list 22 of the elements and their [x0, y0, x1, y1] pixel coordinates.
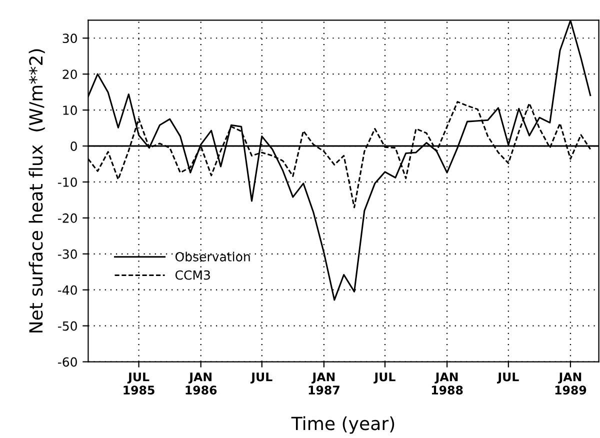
- y-tick-label: -20: [58, 213, 77, 223]
- y-tick-label: 0: [70, 141, 77, 151]
- y-tick-label: 20: [62, 70, 77, 80]
- x-tick-label: JUL: [374, 372, 396, 384]
- legend-label: Observation: [175, 252, 250, 262]
- x-tick-label: JUL: [250, 372, 272, 384]
- x-axis-title: Time (year): [291, 416, 394, 434]
- x-tick-label: JUL 1985: [124, 372, 154, 395]
- x-tick-label: JUL: [497, 372, 519, 384]
- x-tick-label: JAN 1988: [432, 372, 463, 395]
- y-tick-label: -50: [58, 321, 77, 331]
- y-tick-label: -30: [58, 249, 77, 259]
- x-tick-label: JAN 1989: [555, 372, 586, 395]
- y-axis-title: Net surface heat flux (W/m**2): [28, 49, 45, 332]
- y-tick-label: -10: [58, 177, 77, 187]
- legend-label: CCM3: [175, 270, 210, 280]
- y-tick-label: -60: [58, 357, 77, 367]
- x-tick-label: JAN 1987: [308, 372, 340, 395]
- y-tick-label: 10: [63, 106, 77, 115]
- x-tick-label: JAN 1986: [186, 372, 217, 395]
- y-tick-label: -40: [58, 285, 77, 295]
- y-tick-label: 30: [62, 34, 77, 44]
